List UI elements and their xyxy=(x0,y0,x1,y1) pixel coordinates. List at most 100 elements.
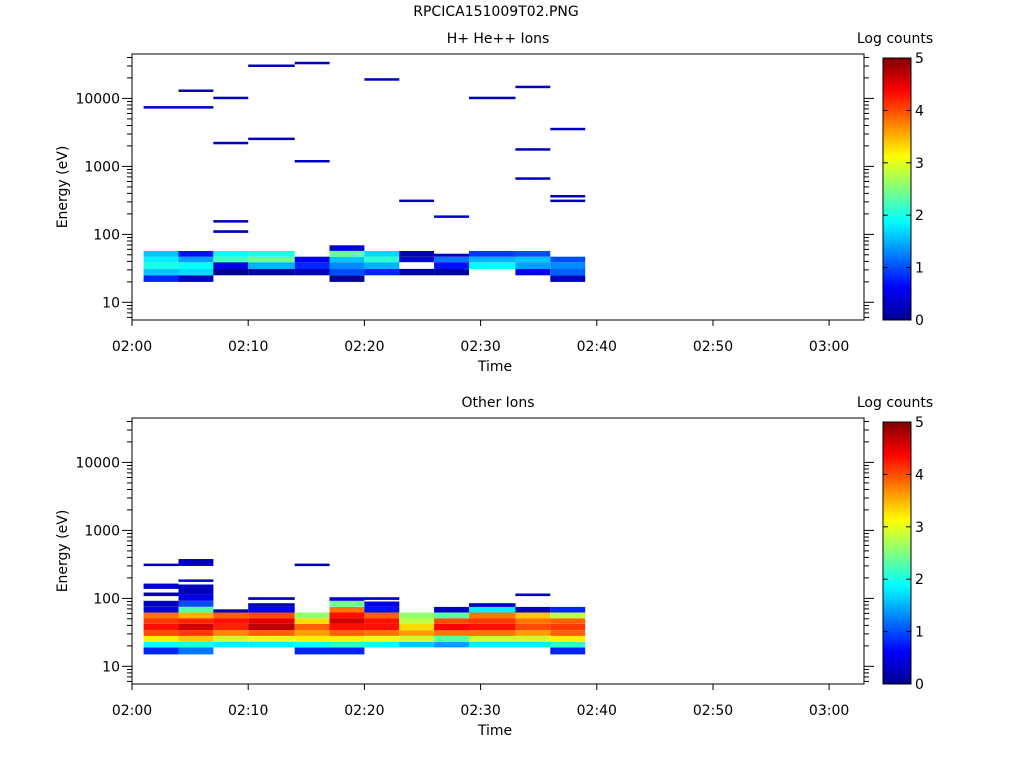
heatmap-cell xyxy=(515,251,551,257)
heatmap-cell xyxy=(515,641,551,648)
heatmap-cell xyxy=(399,630,435,636)
heatmap-cell xyxy=(143,106,179,109)
heatmap-cell xyxy=(550,647,586,655)
heatmap-cell xyxy=(178,606,214,613)
heatmap-cell xyxy=(143,647,179,655)
heatmap-cell xyxy=(143,600,179,607)
heatmap-cell xyxy=(178,647,214,655)
heatmap-cell xyxy=(515,85,551,89)
heatmap-cell xyxy=(143,606,179,613)
heatmap-cell xyxy=(143,275,179,282)
colorbar-tick-label: 5 xyxy=(915,51,924,67)
heatmap-cell xyxy=(434,618,469,624)
heatmap-cell xyxy=(294,268,330,276)
heatmap-cell xyxy=(178,89,214,92)
heatmap-cell xyxy=(399,641,435,648)
heatmap-cell xyxy=(515,618,551,624)
heatmap-cell xyxy=(515,148,551,151)
heatmap-cell xyxy=(515,256,551,263)
heatmap-cell xyxy=(294,256,330,263)
heatmap-cell xyxy=(248,606,295,613)
x-ticks xyxy=(131,320,830,326)
heatmap-cell xyxy=(515,630,551,636)
heatmap-cell xyxy=(515,268,551,276)
heatmap-cell xyxy=(294,630,330,636)
heatmap-cell xyxy=(550,606,586,613)
heatmap-cell xyxy=(294,647,330,655)
heatmap-cell xyxy=(434,253,469,257)
heatmap-cell xyxy=(213,641,249,648)
heatmap-cell xyxy=(143,268,179,276)
heatmap-cell xyxy=(550,195,586,198)
x-tick-label: 02:40 xyxy=(577,339,617,355)
heatmap-cell xyxy=(550,199,586,203)
y-tick-label: 100 xyxy=(93,591,120,607)
heatmap-cell xyxy=(329,612,365,619)
heatmap-cell xyxy=(178,641,214,648)
colorbar-tick-label: 0 xyxy=(915,313,924,329)
heatmap-cell xyxy=(364,641,400,648)
heatmap-cell xyxy=(248,137,295,141)
heatmap-cell xyxy=(469,256,516,263)
heatmap-cell xyxy=(143,618,179,624)
heatmap-cell xyxy=(469,618,516,624)
heatmap-cell xyxy=(364,251,400,257)
heatmap-cell xyxy=(434,268,469,276)
heatmap-cell xyxy=(364,636,400,642)
heatmap-cell xyxy=(329,268,365,276)
heatmap-cell xyxy=(329,618,365,624)
colorbar: Log counts 0 1 2 3 4 5 xyxy=(857,395,933,693)
page-title: RPCICA151009T02.PNG xyxy=(413,4,579,20)
heatmap-cell xyxy=(364,606,400,613)
heatmap-cell xyxy=(364,612,400,619)
heatmap-cell xyxy=(469,641,516,648)
heatmap-cell xyxy=(329,597,365,601)
heatmap-cell xyxy=(399,251,435,257)
heatmap-cell xyxy=(364,268,400,276)
heatmap-cell xyxy=(329,256,365,263)
y-axis-label: Energy (eV) xyxy=(55,146,71,229)
heatmap-cell xyxy=(399,618,435,624)
heatmap-cell xyxy=(178,630,214,636)
heatmap-cell xyxy=(213,96,249,100)
heatmap-cell xyxy=(550,641,586,648)
heatmap-cell xyxy=(329,245,365,251)
heatmap-cell xyxy=(550,275,586,282)
heatmap-cell xyxy=(469,630,516,636)
colorbar-title: Log counts xyxy=(857,395,933,411)
heatmap-cell xyxy=(329,606,365,613)
heatmap-cell xyxy=(550,624,586,631)
heatmap-cell xyxy=(248,618,295,624)
heatmap-cell xyxy=(248,603,295,607)
heatmap-cell xyxy=(248,256,295,263)
heatmap-cell xyxy=(434,612,469,619)
heatmap-cell xyxy=(329,630,365,636)
y-tick-label: 10 xyxy=(102,659,120,675)
heatmap-cell xyxy=(248,624,295,631)
heatmap-cell xyxy=(364,597,400,600)
heatmap-cell xyxy=(178,262,214,269)
y-axis-label: Energy (eV) xyxy=(55,510,71,593)
heatmap-cell xyxy=(364,618,400,624)
y-tick-label: 1000 xyxy=(84,523,120,539)
heatmap-cell xyxy=(143,630,179,636)
heatmap-cell xyxy=(515,262,551,269)
heatmap-cell xyxy=(399,612,435,619)
heatmap-cell xyxy=(294,61,330,65)
colorbar-tick-label: 5 xyxy=(915,415,924,431)
heatmap-cell xyxy=(515,612,551,619)
heatmap-cell xyxy=(294,618,330,624)
x-tick-label: 02:10 xyxy=(228,703,268,719)
heatmap-cell xyxy=(248,262,295,269)
colorbar-gradient xyxy=(882,57,912,321)
heatmap-cell xyxy=(329,636,365,642)
heatmap-cell xyxy=(434,262,469,269)
heatmap-cell xyxy=(143,583,179,589)
heatmap-cell xyxy=(178,256,214,263)
heatmap-cell xyxy=(329,624,365,631)
heatmap-cell xyxy=(213,251,249,257)
heatmap-cell xyxy=(213,268,249,276)
